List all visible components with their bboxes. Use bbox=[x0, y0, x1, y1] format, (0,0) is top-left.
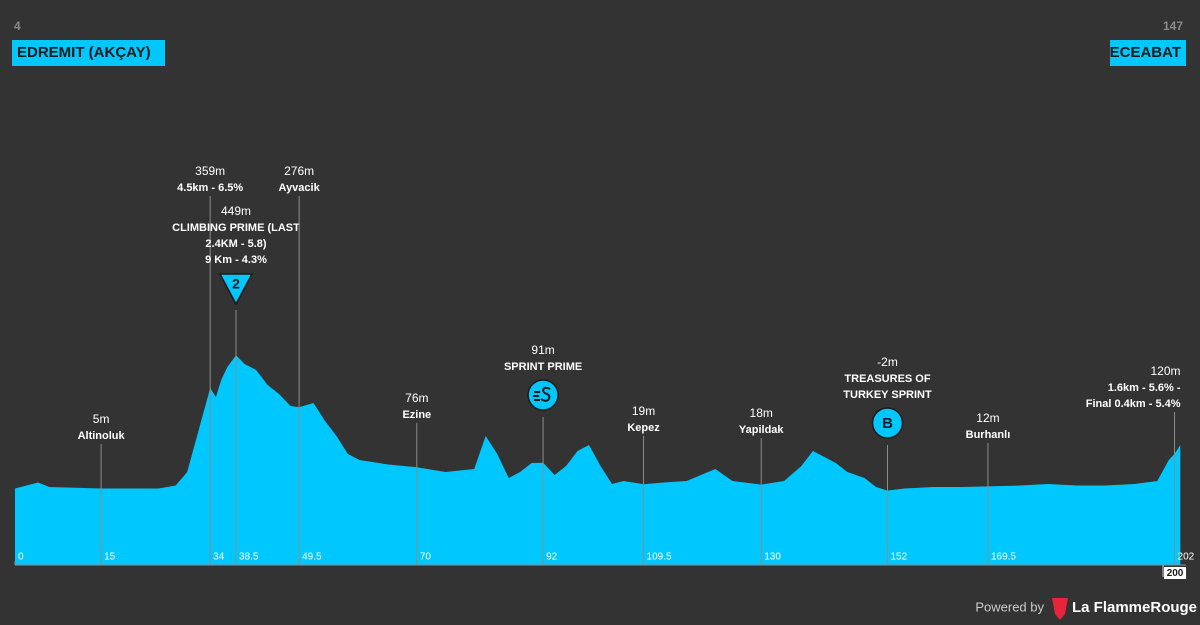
waypoint-label: Kepez bbox=[627, 422, 660, 434]
waypoint-label: Yapildak bbox=[739, 424, 785, 436]
waypoint-elevation: 449m bbox=[221, 204, 251, 218]
finish-box bbox=[1110, 40, 1186, 66]
x-tick-label: 70 bbox=[420, 552, 432, 563]
waypoint-label: 2.4KM - 5.8) bbox=[205, 238, 266, 250]
finish-name: ECEABAT bbox=[1110, 44, 1181, 61]
waypoint-label: TREASURES OF bbox=[844, 373, 930, 385]
waypoint-label: SPRINT PRIME bbox=[504, 361, 582, 373]
sprint-icon bbox=[527, 379, 559, 411]
powered-by: Powered by bbox=[975, 599, 1044, 614]
waypoint-label: Altinoluk bbox=[78, 430, 126, 442]
waypoint-elevation: 276m bbox=[284, 164, 314, 178]
waypoint-label: Final 0.4km - 5.4% bbox=[1086, 398, 1181, 410]
waypoint-elevation: 19m bbox=[632, 404, 655, 418]
waypoint-elevation: 76m bbox=[405, 391, 428, 405]
waypoint-label: 9 Km - 4.3% bbox=[205, 254, 267, 266]
waypoint-label: Ezine bbox=[402, 409, 431, 421]
waypoint-elevation: 91m bbox=[531, 343, 554, 357]
climb-category: 2 bbox=[232, 276, 240, 292]
waypoint-label: Burhanlı bbox=[966, 429, 1011, 441]
finish-label-box bbox=[1164, 567, 1187, 579]
brand-logo bbox=[1052, 598, 1068, 620]
brand-name: La FlammeRouge bbox=[1072, 599, 1197, 616]
start-km: 4 bbox=[14, 19, 21, 33]
waypoint-label: 1.6km - 5.6% - bbox=[1108, 382, 1181, 394]
sprint-symbol bbox=[533, 386, 551, 402]
waypoint-label: CLIMBING PRIME (LAST bbox=[172, 222, 300, 234]
x-tick-label: 49.5 bbox=[302, 552, 322, 563]
elevation-area bbox=[15, 355, 1181, 565]
x-tick-label: 152 bbox=[891, 552, 908, 563]
climb-icon bbox=[218, 273, 254, 306]
waypoint-elevation: 18m bbox=[750, 406, 773, 420]
waypoint-elevation: -2m bbox=[877, 355, 898, 369]
finish-km-label: 200 bbox=[1167, 568, 1184, 579]
finish-km: 147 bbox=[1163, 19, 1183, 33]
waypoint-label: 4.5km - 6.5% bbox=[177, 182, 243, 194]
sprint-badge: B bbox=[882, 415, 893, 432]
start-name: EDREMIT (AKÇAY) bbox=[17, 44, 151, 61]
sprint-icon bbox=[871, 407, 904, 439]
x-tick-label: 130 bbox=[764, 552, 781, 563]
waypoint-elevation: 359m bbox=[195, 164, 225, 178]
x-tick-label: 109.5 bbox=[647, 552, 672, 563]
x-tick-label: 34 bbox=[213, 552, 225, 563]
x-tick-label: 15 bbox=[104, 552, 116, 563]
waypoint-label: Ayvacik bbox=[279, 182, 321, 194]
x-tick-label: 202 bbox=[1178, 552, 1195, 563]
start-box bbox=[12, 40, 165, 66]
waypoint-elevation: 5m bbox=[93, 412, 110, 426]
waypoint-elevation: 120m bbox=[1150, 364, 1180, 378]
x-tick-label: 92 bbox=[546, 552, 558, 563]
x-tick-label: 169.5 bbox=[991, 552, 1016, 563]
waypoint-elevation: 12m bbox=[976, 411, 999, 425]
x-tick-label: 38.5 bbox=[239, 552, 259, 563]
x-tick-label: 0 bbox=[18, 552, 24, 563]
waypoint-label: TURKEY SPRINT bbox=[843, 389, 932, 401]
